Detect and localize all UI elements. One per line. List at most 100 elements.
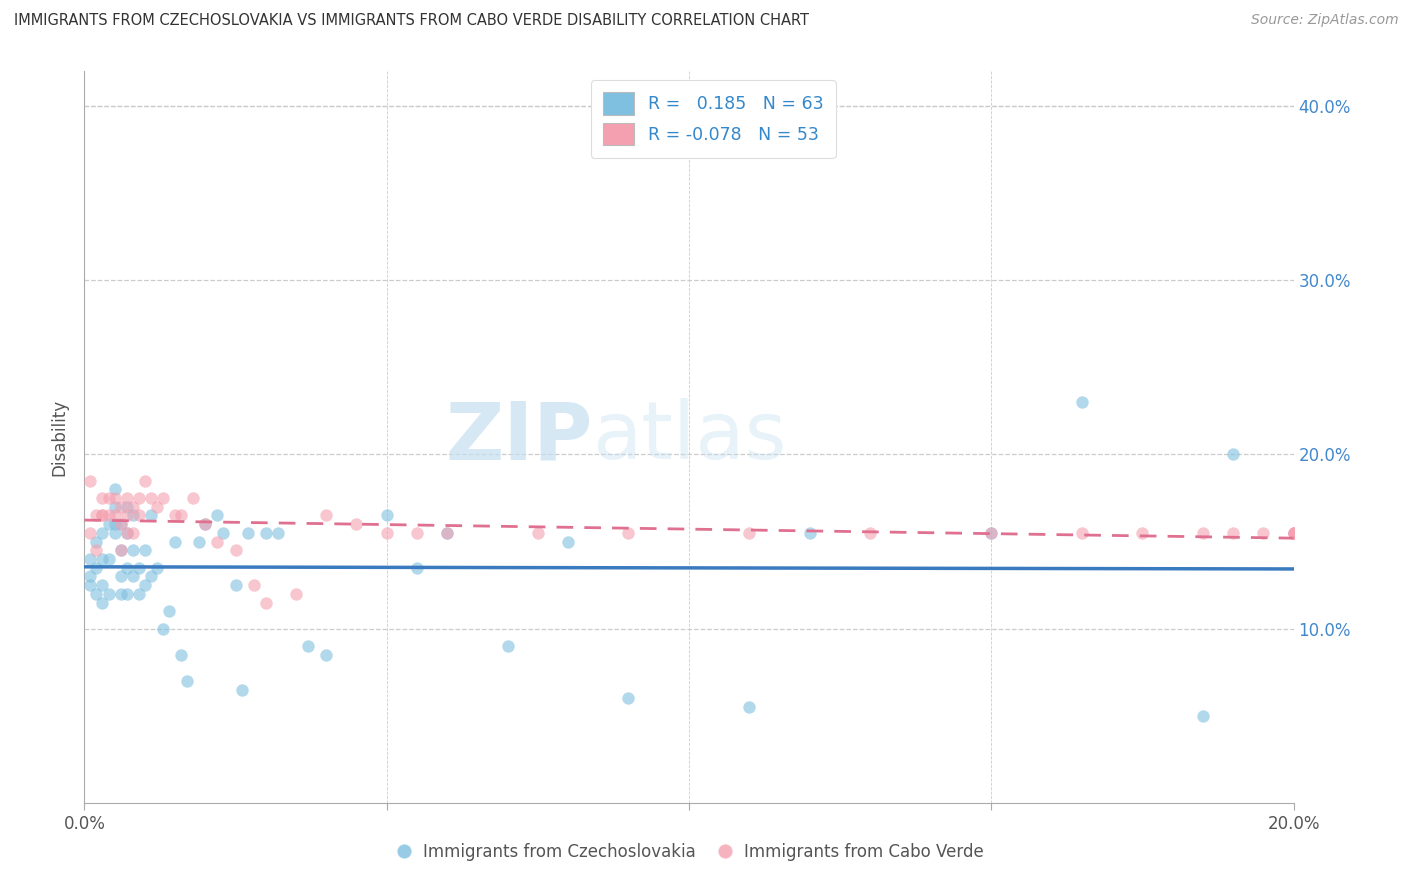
Point [207, 534, 229, 549]
Point [207, 508, 229, 523]
Point [1192, 708, 1215, 723]
Text: Source: ZipAtlas.com: Source: ZipAtlas.com [1251, 13, 1399, 28]
Point [254, 595, 277, 609]
Point [315, 648, 337, 662]
Point [1222, 448, 1244, 462]
Point [212, 525, 235, 540]
Point [980, 525, 1002, 540]
Point [406, 560, 429, 574]
Point [91, 552, 114, 566]
Point [115, 587, 138, 601]
Point [1282, 525, 1305, 540]
Point [91, 508, 114, 523]
Point [110, 500, 132, 514]
Point [146, 560, 169, 574]
Point [91, 595, 114, 609]
Point [115, 525, 138, 540]
Point [1071, 395, 1094, 409]
Point [176, 673, 198, 688]
Point [110, 543, 132, 558]
Point [110, 569, 132, 583]
Point [1192, 525, 1215, 540]
Point [121, 543, 143, 558]
Point [436, 525, 458, 540]
Point [128, 560, 150, 574]
Point [297, 639, 319, 653]
Point [496, 639, 519, 653]
Point [188, 534, 211, 549]
Point [557, 534, 579, 549]
Point [91, 578, 114, 592]
Point [97, 491, 120, 505]
Point [115, 508, 138, 523]
Point [115, 500, 138, 514]
Point [86, 508, 108, 523]
Point [134, 578, 156, 592]
Point [121, 525, 143, 540]
Point [1253, 525, 1275, 540]
Point [242, 578, 264, 592]
Point [1282, 525, 1305, 540]
Point [406, 525, 429, 540]
Point [139, 508, 162, 523]
Point [146, 500, 169, 514]
Point [91, 508, 114, 523]
Point [1282, 525, 1305, 540]
Point [236, 525, 259, 540]
Point [97, 517, 120, 532]
Point [91, 491, 114, 505]
Point [86, 587, 108, 601]
Point [121, 569, 143, 583]
Point [152, 622, 174, 636]
Point [1222, 525, 1244, 540]
Text: IMMIGRANTS FROM CZECHOSLOVAKIA VS IMMIGRANTS FROM CABO VERDE DISABILITY CORRELAT: IMMIGRANTS FROM CZECHOSLOVAKIA VS IMMIGR… [14, 13, 808, 29]
Point [110, 517, 132, 532]
Point [617, 691, 640, 706]
Text: atlas: atlas [592, 398, 786, 476]
Point [134, 474, 156, 488]
Point [194, 517, 217, 532]
Point [79, 525, 101, 540]
Point [104, 483, 127, 497]
Point [157, 604, 180, 618]
Point [86, 534, 108, 549]
Point [91, 525, 114, 540]
Point [799, 525, 821, 540]
Point [165, 534, 187, 549]
Point [225, 578, 247, 592]
Point [738, 525, 761, 540]
Point [104, 517, 127, 532]
Point [980, 525, 1002, 540]
Point [1130, 525, 1153, 540]
Point [225, 543, 247, 558]
Point [134, 543, 156, 558]
Legend: Immigrants from Czechoslovakia, Immigrants from Cabo Verde: Immigrants from Czechoslovakia, Immigran… [388, 837, 990, 868]
Point [128, 508, 150, 523]
Point [139, 491, 162, 505]
Point [104, 500, 127, 514]
Point [181, 491, 204, 505]
Point [165, 508, 187, 523]
Point [436, 525, 458, 540]
Point [859, 525, 882, 540]
Point [315, 508, 337, 523]
Point [79, 474, 101, 488]
Point [128, 491, 150, 505]
Point [170, 648, 193, 662]
Point [97, 552, 120, 566]
Point [139, 569, 162, 583]
Point [254, 525, 277, 540]
Point [375, 525, 398, 540]
Point [1071, 525, 1094, 540]
Point [527, 525, 550, 540]
Point [617, 525, 640, 540]
Point [285, 587, 308, 601]
Point [104, 525, 127, 540]
Point [346, 517, 368, 532]
Point [110, 587, 132, 601]
Point [79, 578, 101, 592]
Y-axis label: Disability: Disability [51, 399, 69, 475]
Point [86, 560, 108, 574]
Text: ZIP: ZIP [444, 398, 592, 476]
Point [121, 500, 143, 514]
